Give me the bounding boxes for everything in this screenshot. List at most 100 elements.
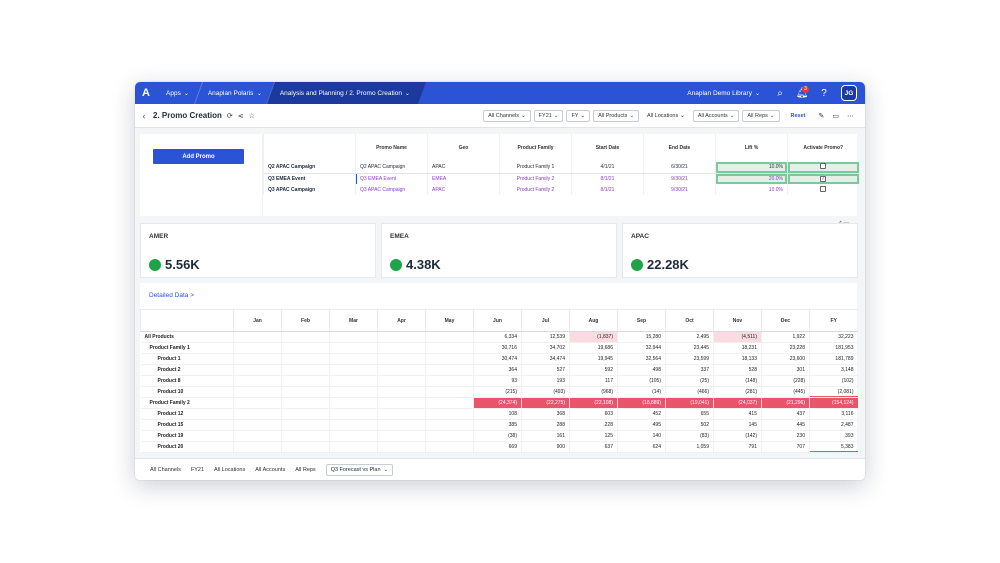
grid-cell[interactable]: 385 [473, 419, 522, 431]
grid-cell[interactable] [425, 441, 474, 453]
grid-cell[interactable]: 707 [761, 441, 810, 453]
grid-cell[interactable] [281, 375, 330, 387]
grid-cell[interactable]: 30,474 [473, 353, 522, 365]
grid-cell[interactable] [425, 331, 474, 343]
grid-cell[interactable] [329, 331, 378, 343]
grid-cell[interactable] [425, 375, 474, 387]
grid-cell[interactable] [281, 397, 330, 409]
workspace-menu[interactable]: Anaplan Polaris ⌄ [193, 82, 275, 104]
grid-cell[interactable] [329, 419, 378, 431]
grid-cell[interactable]: (22,108) [569, 397, 618, 409]
grid-cell[interactable] [377, 375, 426, 387]
grid-cell[interactable]: 393 [809, 430, 858, 442]
grid-cell[interactable]: 3,116 [809, 408, 858, 420]
kpi-card-emea[interactable]: EMEA 4.38K [381, 223, 617, 278]
grid-cell[interactable] [233, 419, 282, 431]
grid-cell[interactable]: 437 [761, 408, 810, 420]
grid-cell[interactable]: (21,296) [761, 397, 810, 409]
grid-cell[interactable] [233, 353, 282, 365]
geo-cell[interactable]: APAC [427, 184, 500, 195]
grid-cell[interactable] [329, 353, 378, 365]
grid-cell[interactable]: (281) [713, 386, 762, 398]
refresh-icon[interactable]: ⟳ [226, 112, 233, 120]
activate-cell[interactable]: ✓ [787, 173, 859, 184]
grid-cell[interactable]: 23,228 [761, 342, 810, 354]
grid-cell[interactable] [425, 408, 474, 420]
grid-cell[interactable]: 19,686 [569, 342, 618, 354]
grid-cell[interactable]: 228 [569, 419, 618, 431]
lift-cell[interactable]: 20.0% [715, 173, 788, 184]
grid-cell[interactable]: (142) [713, 430, 762, 442]
grid-cell[interactable]: 12,539 [521, 331, 570, 343]
grid-cell[interactable] [329, 408, 378, 420]
grid-cell[interactable] [377, 430, 426, 442]
grid-cell[interactable] [233, 386, 282, 398]
apps-menu[interactable]: Apps ⌄ [157, 82, 198, 104]
grid-cell[interactable]: 32,564 [617, 353, 666, 365]
grid-cell[interactable]: 495 [617, 419, 666, 431]
grid-cell[interactable]: 32,944 [617, 342, 666, 354]
grid-cell[interactable]: (25) [665, 375, 714, 387]
grid-cell[interactable]: 528 [713, 364, 762, 376]
grid-cell[interactable] [425, 364, 474, 376]
add-promo-button[interactable]: Add Promo [153, 149, 244, 164]
grid-cell[interactable]: 18,133 [713, 353, 762, 365]
more-icon[interactable]: ⋯ [847, 112, 854, 120]
model-path-menu[interactable]: Analysis and Planning / 2. Promo Creatio… [266, 82, 427, 104]
anaplan-logo-icon[interactable]: A [142, 87, 150, 99]
activate-cell[interactable] [787, 162, 859, 174]
reset-button[interactable]: Reset [790, 112, 806, 119]
grid-cell[interactable]: 452 [617, 408, 666, 420]
activate-checkbox[interactable]: ✓ [820, 175, 827, 182]
grid-cell[interactable] [281, 364, 330, 376]
star-icon[interactable]: ☆ [248, 112, 255, 120]
grid-cell[interactable]: 445 [761, 419, 810, 431]
context-year[interactable]: FY21 [190, 466, 205, 473]
grid-cell[interactable] [329, 375, 378, 387]
grid-cell[interactable]: 2,495 [665, 331, 714, 343]
grid-cell[interactable]: 34,474 [521, 353, 570, 365]
grid-cell[interactable] [233, 364, 282, 376]
grid-cell[interactable] [329, 386, 378, 398]
back-chevron-icon[interactable]: ‹ [142, 110, 146, 121]
context-accounts[interactable]: All Accounts [255, 466, 286, 473]
grid-cell[interactable]: 15,280 [617, 331, 666, 343]
grid-cell[interactable] [281, 342, 330, 354]
grid-cell[interactable]: 1,922 [761, 331, 810, 343]
grid-cell[interactable]: (24,037) [713, 397, 762, 409]
grid-cell[interactable] [377, 397, 426, 409]
grid-cell[interactable] [377, 408, 426, 420]
grid-cell[interactable]: (2,081) [809, 386, 858, 398]
grid-cell[interactable]: (14) [617, 386, 666, 398]
grid-cell[interactable]: 140 [617, 430, 666, 442]
kpi-card-amer[interactable]: AMER 5.56K [140, 223, 376, 278]
grid-cell[interactable]: 498 [617, 364, 666, 376]
grid-cell[interactable]: (18,889) [617, 397, 666, 409]
promo-name-cell[interactable]: Q3 APAC Campaign [355, 184, 428, 195]
activate-checkbox[interactable] [820, 185, 827, 192]
activate-cell[interactable] [787, 184, 859, 195]
grid-cell[interactable]: 34,702 [521, 342, 570, 354]
grid-cell[interactable]: 288 [521, 419, 570, 431]
grid-cell[interactable]: (4,511) [713, 331, 762, 343]
promo-name-cell[interactable]: Q2 APAC Campaign [355, 162, 428, 174]
geo-cell[interactable]: EMEA [427, 173, 500, 184]
geo-cell[interactable]: APAC [427, 162, 500, 174]
grid-cell[interactable]: 603 [569, 408, 618, 420]
promo-name-cell[interactable]: Q3 EMEA Event [355, 173, 428, 184]
search-icon[interactable]: ⌕ [777, 87, 783, 99]
filter-accounts[interactable]: All Accounts ⌄ [692, 109, 740, 122]
grid-cell[interactable]: 900 [521, 441, 570, 453]
context-reps[interactable]: All Reps [295, 466, 316, 473]
grid-cell[interactable]: (22,275) [521, 397, 570, 409]
grid-cell[interactable]: (445) [761, 386, 810, 398]
grid-cell[interactable]: (148) [713, 375, 762, 387]
share-icon[interactable]: ⋖ [237, 112, 244, 120]
start-date-cell[interactable]: 8/1/21 [571, 184, 644, 195]
grid-cell[interactable] [233, 397, 282, 409]
grid-cell[interactable]: 6,334 [473, 331, 522, 343]
grid-cell[interactable]: (102) [809, 375, 858, 387]
lift-cell[interactable]: 10.0% [715, 184, 788, 195]
grid-cell[interactable] [329, 397, 378, 409]
grid-cell[interactable] [281, 353, 330, 365]
